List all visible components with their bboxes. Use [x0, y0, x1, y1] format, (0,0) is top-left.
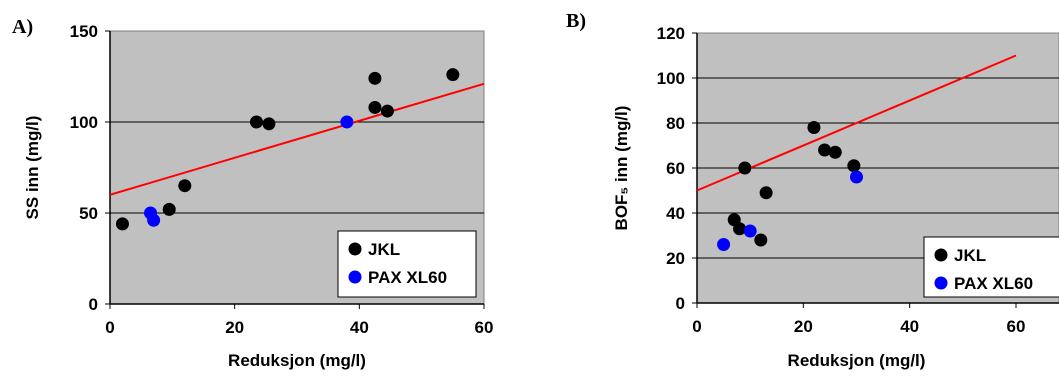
chart-b-point-jkl — [759, 186, 773, 200]
chart-a-legend-marker-pax-xl60 — [348, 270, 362, 284]
chart-b-y-axis-title: BOF₅ inn (mg/l) — [612, 106, 631, 231]
chart-a-point-jkl — [262, 117, 276, 131]
chart-b-y-tick-label: 20 — [666, 249, 685, 268]
chart-a-legend-label-pax-xl60: PAX XL60 — [368, 268, 447, 287]
chart-a-x-tick-label: 0 — [105, 318, 114, 337]
panel-label-a: A) — [12, 16, 34, 38]
chart-a-y-tick-label: 100 — [70, 113, 98, 132]
chart-b-legend-marker-jkl — [934, 248, 948, 262]
chart-a-x-tick-label: 20 — [225, 318, 244, 337]
chart-a-point-jkl — [446, 68, 460, 82]
panel-label-b: B) — [566, 10, 586, 32]
chart-b-y-tick-label: 60 — [666, 159, 685, 178]
chart-b-legend-label-pax-xl60: PAX XL60 — [954, 274, 1033, 293]
chart-b-point-jkl — [754, 233, 768, 247]
chart-a-point-jkl — [368, 71, 382, 85]
chart-a-y-axis-title: SS inn (mg/l) — [23, 116, 42, 220]
chart-b-point-pax-xl60 — [743, 224, 757, 238]
chart-a-y-tick-label: 50 — [79, 204, 98, 223]
chart-a-legend — [337, 230, 477, 298]
chart-b-point-pax-xl60 — [717, 238, 731, 251]
chart-a-point-jkl — [115, 217, 129, 231]
chart-b-point-jkl — [807, 121, 821, 134]
chart-a-point-jkl — [249, 115, 263, 129]
chart-b-point-jkl — [733, 222, 747, 236]
chart-b-point-pax-xl60 — [850, 170, 863, 184]
chart-b-x-axis-title: Reduksjon (mg/l) — [788, 351, 926, 370]
chart-b-point-jkl — [847, 159, 861, 173]
chart-b-point-jkl — [818, 143, 832, 157]
chart-b-legend-marker-pax-xl60 — [934, 276, 948, 290]
chart-b-x-tick-label: 40 — [900, 317, 919, 336]
chart-b-y-tick-label: 40 — [666, 204, 685, 223]
chart-a-x-tick-label: 60 — [475, 318, 494, 337]
chart-a-point-jkl — [178, 179, 192, 193]
chart-b-x-tick-label: 20 — [794, 317, 813, 336]
chart-a-point-jkl — [380, 104, 394, 118]
chart-b-y-tick-label: 0 — [676, 294, 685, 313]
chart-b-y-tick-label: 120 — [657, 24, 685, 43]
chart-a-point-jkl — [162, 202, 176, 216]
chart-a-legend-marker-jkl — [348, 242, 362, 256]
chart-b-point-jkl — [738, 161, 752, 175]
chart-b-y-tick-label: 100 — [657, 69, 685, 88]
chart-b-point-jkl — [828, 145, 842, 159]
chart-a-point-pax-xl60 — [340, 115, 354, 129]
chart-a-x-axis-title: Reduksjon (mg/l) — [228, 351, 366, 370]
chart-a-trendline — [109, 82, 485, 196]
chart-a-legend-label-jkl: JKL — [368, 240, 400, 259]
chart-a-y-tick-label: 150 — [70, 22, 98, 41]
chart-b-legend — [923, 236, 1059, 298]
chart-a-point-pax-xl60 — [147, 213, 161, 227]
chart-b-x-tick-label: 0 — [692, 317, 701, 336]
chart-b-x-tick-label: 60 — [1007, 317, 1026, 336]
chart-a-x-tick-label: 40 — [350, 318, 369, 337]
chart-b-legend-label-jkl: JKL — [954, 246, 986, 265]
chart-a-y-tick-label: 0 — [89, 295, 98, 314]
chart-b-y-tick-label: 80 — [666, 114, 685, 133]
chart-a-point-jkl — [368, 100, 382, 114]
